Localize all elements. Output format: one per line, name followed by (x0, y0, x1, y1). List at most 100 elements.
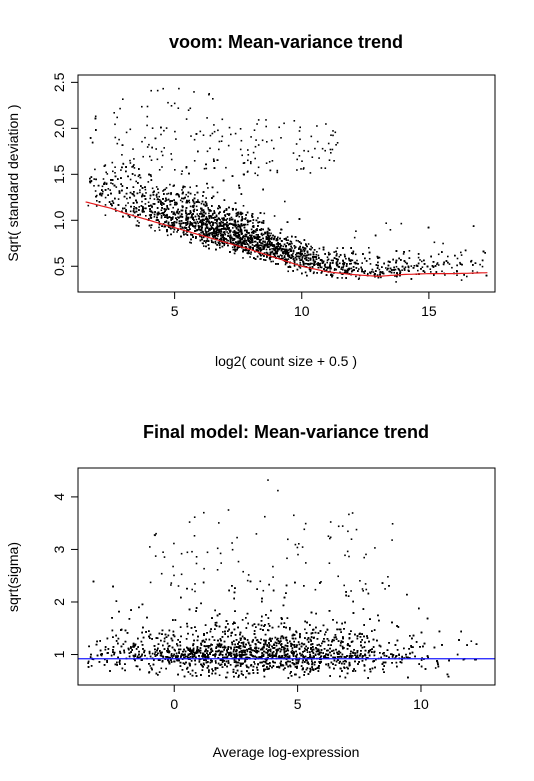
voom-point (216, 224, 219, 227)
voom-point (173, 211, 175, 213)
voom-point (231, 246, 234, 249)
voom-point (194, 194, 196, 196)
voom-point (345, 272, 347, 274)
voom-point (110, 203, 112, 205)
voom-point (316, 263, 318, 265)
voom-point (278, 255, 280, 258)
voom-point (122, 207, 124, 210)
voom-point (238, 234, 240, 236)
voom-point (228, 206, 230, 209)
voom-point (202, 223, 204, 226)
voom-point (169, 183, 171, 186)
voom-point (208, 217, 211, 220)
voom-point (284, 248, 287, 251)
voom-point (298, 241, 301, 243)
voom-point (158, 220, 160, 223)
voom-point (103, 183, 105, 185)
voom-point (235, 232, 238, 234)
voom-point (265, 251, 268, 254)
voom-point (238, 213, 240, 215)
voom-point (198, 228, 201, 231)
voom-point (190, 216, 192, 219)
voom-point (129, 191, 132, 194)
voom-point (157, 191, 160, 194)
voom-point (345, 265, 348, 267)
voom-point (163, 214, 165, 216)
voom-point (285, 259, 287, 261)
voom-point (482, 250, 485, 253)
voom-point (221, 242, 224, 244)
voom-point (170, 217, 172, 219)
voom-point (136, 192, 139, 195)
voom-point (326, 261, 328, 264)
voom-point (291, 254, 293, 257)
voom-point (153, 213, 156, 216)
voom-point (155, 194, 158, 197)
voom-point (187, 217, 190, 219)
voom-point (185, 217, 187, 219)
voom-point (261, 253, 264, 256)
voom-point (386, 269, 388, 271)
voom-point (385, 222, 387, 224)
voom-point (139, 191, 141, 194)
voom-point (270, 232, 272, 235)
voom-point (283, 259, 286, 261)
voom-point (260, 249, 262, 251)
voom-point (335, 254, 338, 257)
voom-point (285, 249, 287, 252)
voom-point (404, 261, 407, 264)
voom-point (238, 242, 240, 245)
voom-point (237, 223, 239, 226)
voom-point (376, 274, 379, 276)
voom-point (346, 269, 349, 272)
voom-point (269, 258, 271, 261)
voom-point (403, 267, 406, 270)
voom-point (236, 212, 239, 214)
voom-point (227, 239, 229, 242)
voom-point (215, 232, 218, 235)
voom-point (306, 250, 309, 253)
voom-point (194, 225, 197, 227)
voom-point (195, 236, 197, 238)
voom-point (215, 215, 218, 218)
voom-point (164, 216, 166, 218)
voom-point (207, 208, 210, 211)
voom-point (423, 263, 426, 265)
voom-point (187, 195, 189, 198)
voom-point (400, 259, 402, 261)
voom-point (173, 221, 176, 223)
voom-point (203, 203, 205, 206)
voom-point (263, 244, 266, 246)
voom-point (264, 231, 266, 234)
voom-point (240, 241, 242, 243)
voom-point (145, 207, 147, 210)
voom-point (341, 277, 343, 279)
voom-point (205, 216, 208, 218)
voom-point (222, 234, 225, 236)
voom-point (221, 236, 223, 238)
voom-point (222, 179, 225, 182)
voom-point (166, 229, 168, 231)
voom-point (309, 259, 312, 261)
voom-point (219, 219, 221, 221)
voom-point (251, 239, 254, 242)
voom-point (160, 212, 163, 215)
voom-point (241, 224, 243, 227)
voom-point (260, 229, 262, 231)
voom-point (163, 211, 166, 214)
voom-point (87, 204, 90, 207)
voom-point (324, 266, 327, 268)
voom-point (150, 217, 152, 219)
voom-point (172, 206, 174, 209)
voom-point (318, 247, 321, 250)
voom-point (245, 214, 247, 216)
voom-point (309, 269, 312, 271)
voom-point (206, 217, 208, 220)
voom-point (223, 231, 226, 233)
voom-point (224, 233, 227, 236)
voom-point (211, 231, 214, 234)
voom-point (342, 259, 344, 262)
voom-point (417, 269, 419, 272)
voom-point (298, 257, 301, 260)
voom-point (181, 192, 184, 195)
